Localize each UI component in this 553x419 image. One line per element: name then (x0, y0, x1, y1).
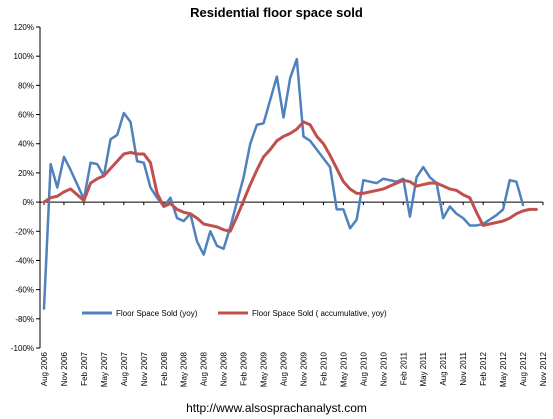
x-tick-label: Nov 2008 (220, 351, 229, 386)
x-tick-label: Aug 2008 (200, 351, 209, 386)
x-tick-label: Nov 2010 (379, 351, 388, 386)
legend-label-2: Floor Space Sold ( accumulative, yoy) (252, 309, 387, 318)
x-tick-label: May 2009 (260, 351, 269, 387)
series-layer (42, 57, 538, 310)
series-line-2 (42, 120, 538, 233)
x-tick-label: Aug 2012 (519, 351, 528, 386)
plot-area: 120% 100% 80% 60% 40% 20% 0% -20% -40% -60% -80% -1… (11, 23, 548, 387)
x-tick-label: Aug 2009 (280, 351, 289, 386)
y-tick-label: -80% (15, 315, 34, 324)
x-tick-label: Feb 2010 (319, 351, 328, 385)
x-tick-label: Feb 2007 (80, 351, 89, 385)
x-tick-label: Aug 2010 (359, 351, 368, 386)
y-tick-label: 20% (18, 169, 34, 178)
y-axis: 120% 100% 80% 60% 40% 20% 0% -20% -40% -60% -80% -1… (11, 23, 40, 353)
x-tick-label: May 2011 (419, 351, 428, 386)
y-tick-label: 0% (22, 198, 34, 207)
x-tick-label: Aug 2007 (120, 351, 129, 386)
x-tick-label: Aug 2006 (40, 351, 49, 386)
x-tick-label: May 2008 (180, 351, 189, 387)
legend: Floor Space Sold (yoy) Floor Space Sold (… (82, 309, 387, 318)
y-tick-label: 80% (18, 81, 34, 90)
x-tick-label: Nov 2011 (459, 351, 468, 385)
legend-label-1: Floor Space Sold (yoy) (116, 309, 198, 318)
x-tick-label: May 2007 (100, 351, 109, 387)
x-tick-label: Nov 2012 (539, 351, 548, 386)
x-axis: Aug 2006 Nov 2006 Feb 2007 May 2007 Aug 2007… (40, 202, 548, 387)
x-tick-label: May 2012 (499, 351, 508, 387)
y-tick-label: 60% (18, 111, 34, 120)
x-tick-label: Nov 2006 (60, 351, 69, 386)
chart-title: Residential floor space sold (190, 5, 363, 20)
y-tick-label: -20% (15, 227, 34, 236)
x-tick-label: Aug 2011 (439, 351, 448, 385)
y-tick-label: 40% (18, 140, 34, 149)
x-tick-label: Nov 2009 (299, 351, 308, 386)
y-tick-label: -60% (15, 286, 34, 295)
x-tick-label: Nov 2007 (140, 351, 149, 386)
x-tick-label: Feb 2009 (240, 351, 249, 385)
series-line-1 (42, 57, 525, 310)
source-url: http://www.alsosprachanalyst.com (186, 401, 367, 415)
y-tick-label: -40% (15, 256, 34, 265)
x-tick-label: Feb 2008 (160, 351, 169, 385)
y-tick-label: 120% (14, 23, 34, 32)
x-tick-label: Feb 2012 (479, 351, 488, 385)
y-tick-label: 100% (14, 52, 34, 61)
y-tick-label: -100% (11, 344, 34, 353)
x-tick-label: Feb 2011 (399, 351, 408, 385)
x-tick-label: May 2010 (339, 351, 348, 387)
